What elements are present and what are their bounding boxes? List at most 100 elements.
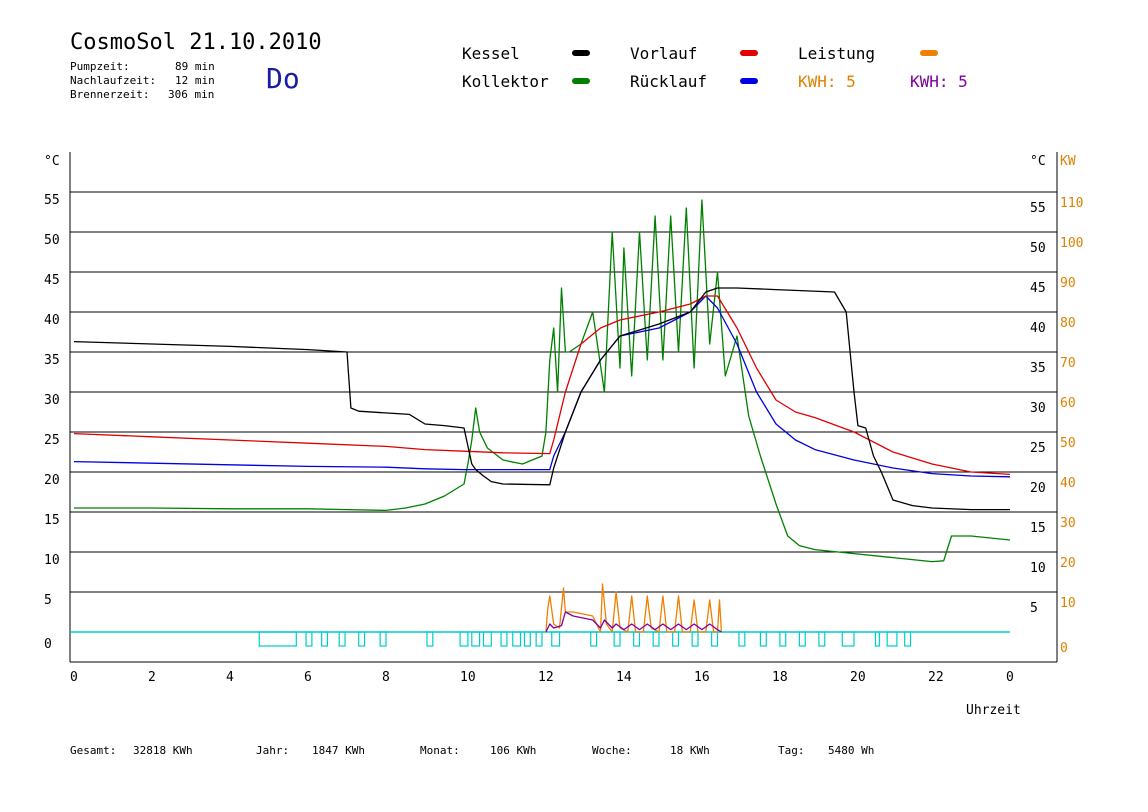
- footer-value: 18 KWh: [670, 744, 710, 757]
- status-pulse: [379, 631, 387, 647]
- status-pulse: [874, 631, 880, 647]
- status-pulse: [482, 631, 492, 647]
- legend-leistung-swatch: [920, 50, 938, 56]
- y-tick-label-kw: 10: [1060, 596, 1076, 611]
- series-line-ruecklauf: [73, 295, 1011, 478]
- stat-label: Nachlaufzeit:: [70, 74, 157, 87]
- y-tick-label-right: 50: [1030, 241, 1046, 256]
- y-tick-label-left: 10: [44, 553, 60, 568]
- stat-value: 12 min: [175, 74, 215, 87]
- status-pulse: [672, 631, 680, 647]
- series-line-vorlauf: [73, 295, 1011, 476]
- stat-pumpzeit: Pumpzeit: 89 min: [70, 60, 215, 73]
- x-tick-label: 8: [382, 670, 390, 685]
- footer-value: 32818 KWh: [133, 744, 193, 757]
- legend-kollektor-swatch: [572, 78, 590, 84]
- status-pulse: [652, 631, 660, 647]
- x-tick-label: 0: [70, 670, 78, 685]
- status-pulse: [523, 631, 531, 647]
- x-tick-label: 20: [850, 670, 866, 685]
- y-tick-label-right: 35: [1030, 361, 1046, 376]
- legend-ruecklauf-label: Rücklauf: [630, 72, 708, 91]
- status-pulse: [258, 631, 297, 647]
- status-pulse: [904, 631, 912, 647]
- footer-value: 5480 Wh: [828, 744, 875, 757]
- status-pulse: [551, 631, 561, 647]
- legend-kwh1-label: KWH: 5: [798, 72, 856, 91]
- stat-value: 306 min: [168, 88, 215, 101]
- y-tick-label-left: 45: [44, 273, 60, 288]
- y-tick-label-left: 55: [44, 193, 60, 208]
- y-axis-unit-right: °C: [1030, 154, 1046, 169]
- status-pulse: [841, 631, 855, 647]
- y-tick-label-right: 5: [1030, 601, 1038, 616]
- weekday-label: Do: [266, 62, 300, 95]
- legend-vorlauf-swatch: [740, 50, 758, 56]
- y-tick-label-kw: 60: [1060, 396, 1076, 411]
- stat-brennerzeit: Brennerzeit: 306 min: [70, 88, 214, 101]
- y-tick-label-right: 15: [1030, 521, 1046, 536]
- status-pulse: [886, 631, 898, 647]
- status-pulse: [358, 631, 366, 647]
- footer-label: Monat:: [420, 744, 460, 757]
- series-line-kwh: [545, 611, 722, 633]
- status-pulse: [426, 631, 434, 647]
- x-axis-label: Uhrzeit: [966, 703, 1021, 718]
- y-tick-label-kw: 30: [1060, 516, 1076, 531]
- y-axis-unit-left: °C: [44, 154, 60, 169]
- series-line-kollektor: [74, 199, 1011, 563]
- y-tick-label-left: 40: [44, 313, 60, 328]
- y-tick-label-kw: 40: [1060, 476, 1076, 491]
- status-pulse: [779, 631, 787, 647]
- footer-label: Gesamt:: [70, 744, 117, 757]
- status-pulse: [500, 631, 508, 647]
- footer-label: Woche:: [592, 744, 632, 757]
- legend-vorlauf-label: Vorlauf: [630, 44, 698, 63]
- y-tick-label-left: 50: [44, 233, 60, 248]
- footer-monat: Monat: 106 KWh: [420, 744, 536, 757]
- legend-kessel-label: Kessel: [462, 44, 520, 63]
- y-tick-label-left: 30: [44, 393, 60, 408]
- x-tick-label: 12: [538, 670, 554, 685]
- status-pulse: [590, 631, 598, 647]
- status-pulse: [512, 631, 522, 647]
- status-pulse: [471, 631, 481, 647]
- footer-woche: Woche: 18 KWh: [592, 744, 710, 757]
- x-tick-label: 10: [460, 670, 476, 685]
- legend-kessel-swatch: [572, 50, 590, 56]
- y-tick-label-right: 10: [1030, 561, 1046, 576]
- y-tick-label-kw: 110: [1060, 196, 1083, 211]
- y-tick-label-right: 20: [1030, 481, 1046, 496]
- y-tick-label-kw: 100: [1060, 236, 1083, 251]
- status-pulse: [321, 631, 329, 647]
- status-pulse: [818, 631, 826, 647]
- y-tick-label-right: 30: [1030, 401, 1046, 416]
- x-tick-label: 4: [226, 670, 234, 685]
- y-tick-label-kw: 50: [1060, 436, 1076, 451]
- x-tick-label: 14: [616, 670, 632, 685]
- y-tick-label-kw: 70: [1060, 356, 1076, 371]
- stat-nachlaufzeit: Nachlaufzeit: 12 min: [70, 74, 215, 87]
- y-axis-unit-kw: KW: [1060, 154, 1076, 169]
- legend-kwh2-label: KWH: 5: [910, 72, 968, 91]
- status-pulse: [535, 631, 543, 647]
- y-tick-label-left: 5: [44, 593, 52, 608]
- status-pulse: [738, 631, 746, 647]
- stat-label: Pumpzeit:: [70, 60, 130, 73]
- x-tick-label: 2: [148, 670, 156, 685]
- footer-jahr: Jahr: 1847 KWh: [256, 744, 365, 757]
- y-tick-label-left: 20: [44, 473, 60, 488]
- y-tick-label-left: 0: [44, 637, 52, 652]
- footer-value: 1847 KWh: [312, 744, 365, 757]
- footer-label: Tag:: [778, 744, 805, 757]
- x-tick-label: 6: [304, 670, 312, 685]
- y-tick-label-kw: 80: [1060, 316, 1076, 331]
- legend-leistung-label: Leistung: [798, 44, 876, 63]
- footer-gesamt: Gesamt: 32818 KWh: [70, 744, 193, 757]
- footer-value: 106 KWh: [490, 744, 537, 757]
- y-tick-label-left: 15: [44, 513, 60, 528]
- status-pulse: [613, 631, 621, 647]
- y-tick-label-right: 25: [1030, 441, 1046, 456]
- stat-label: Brennerzeit:: [70, 88, 150, 101]
